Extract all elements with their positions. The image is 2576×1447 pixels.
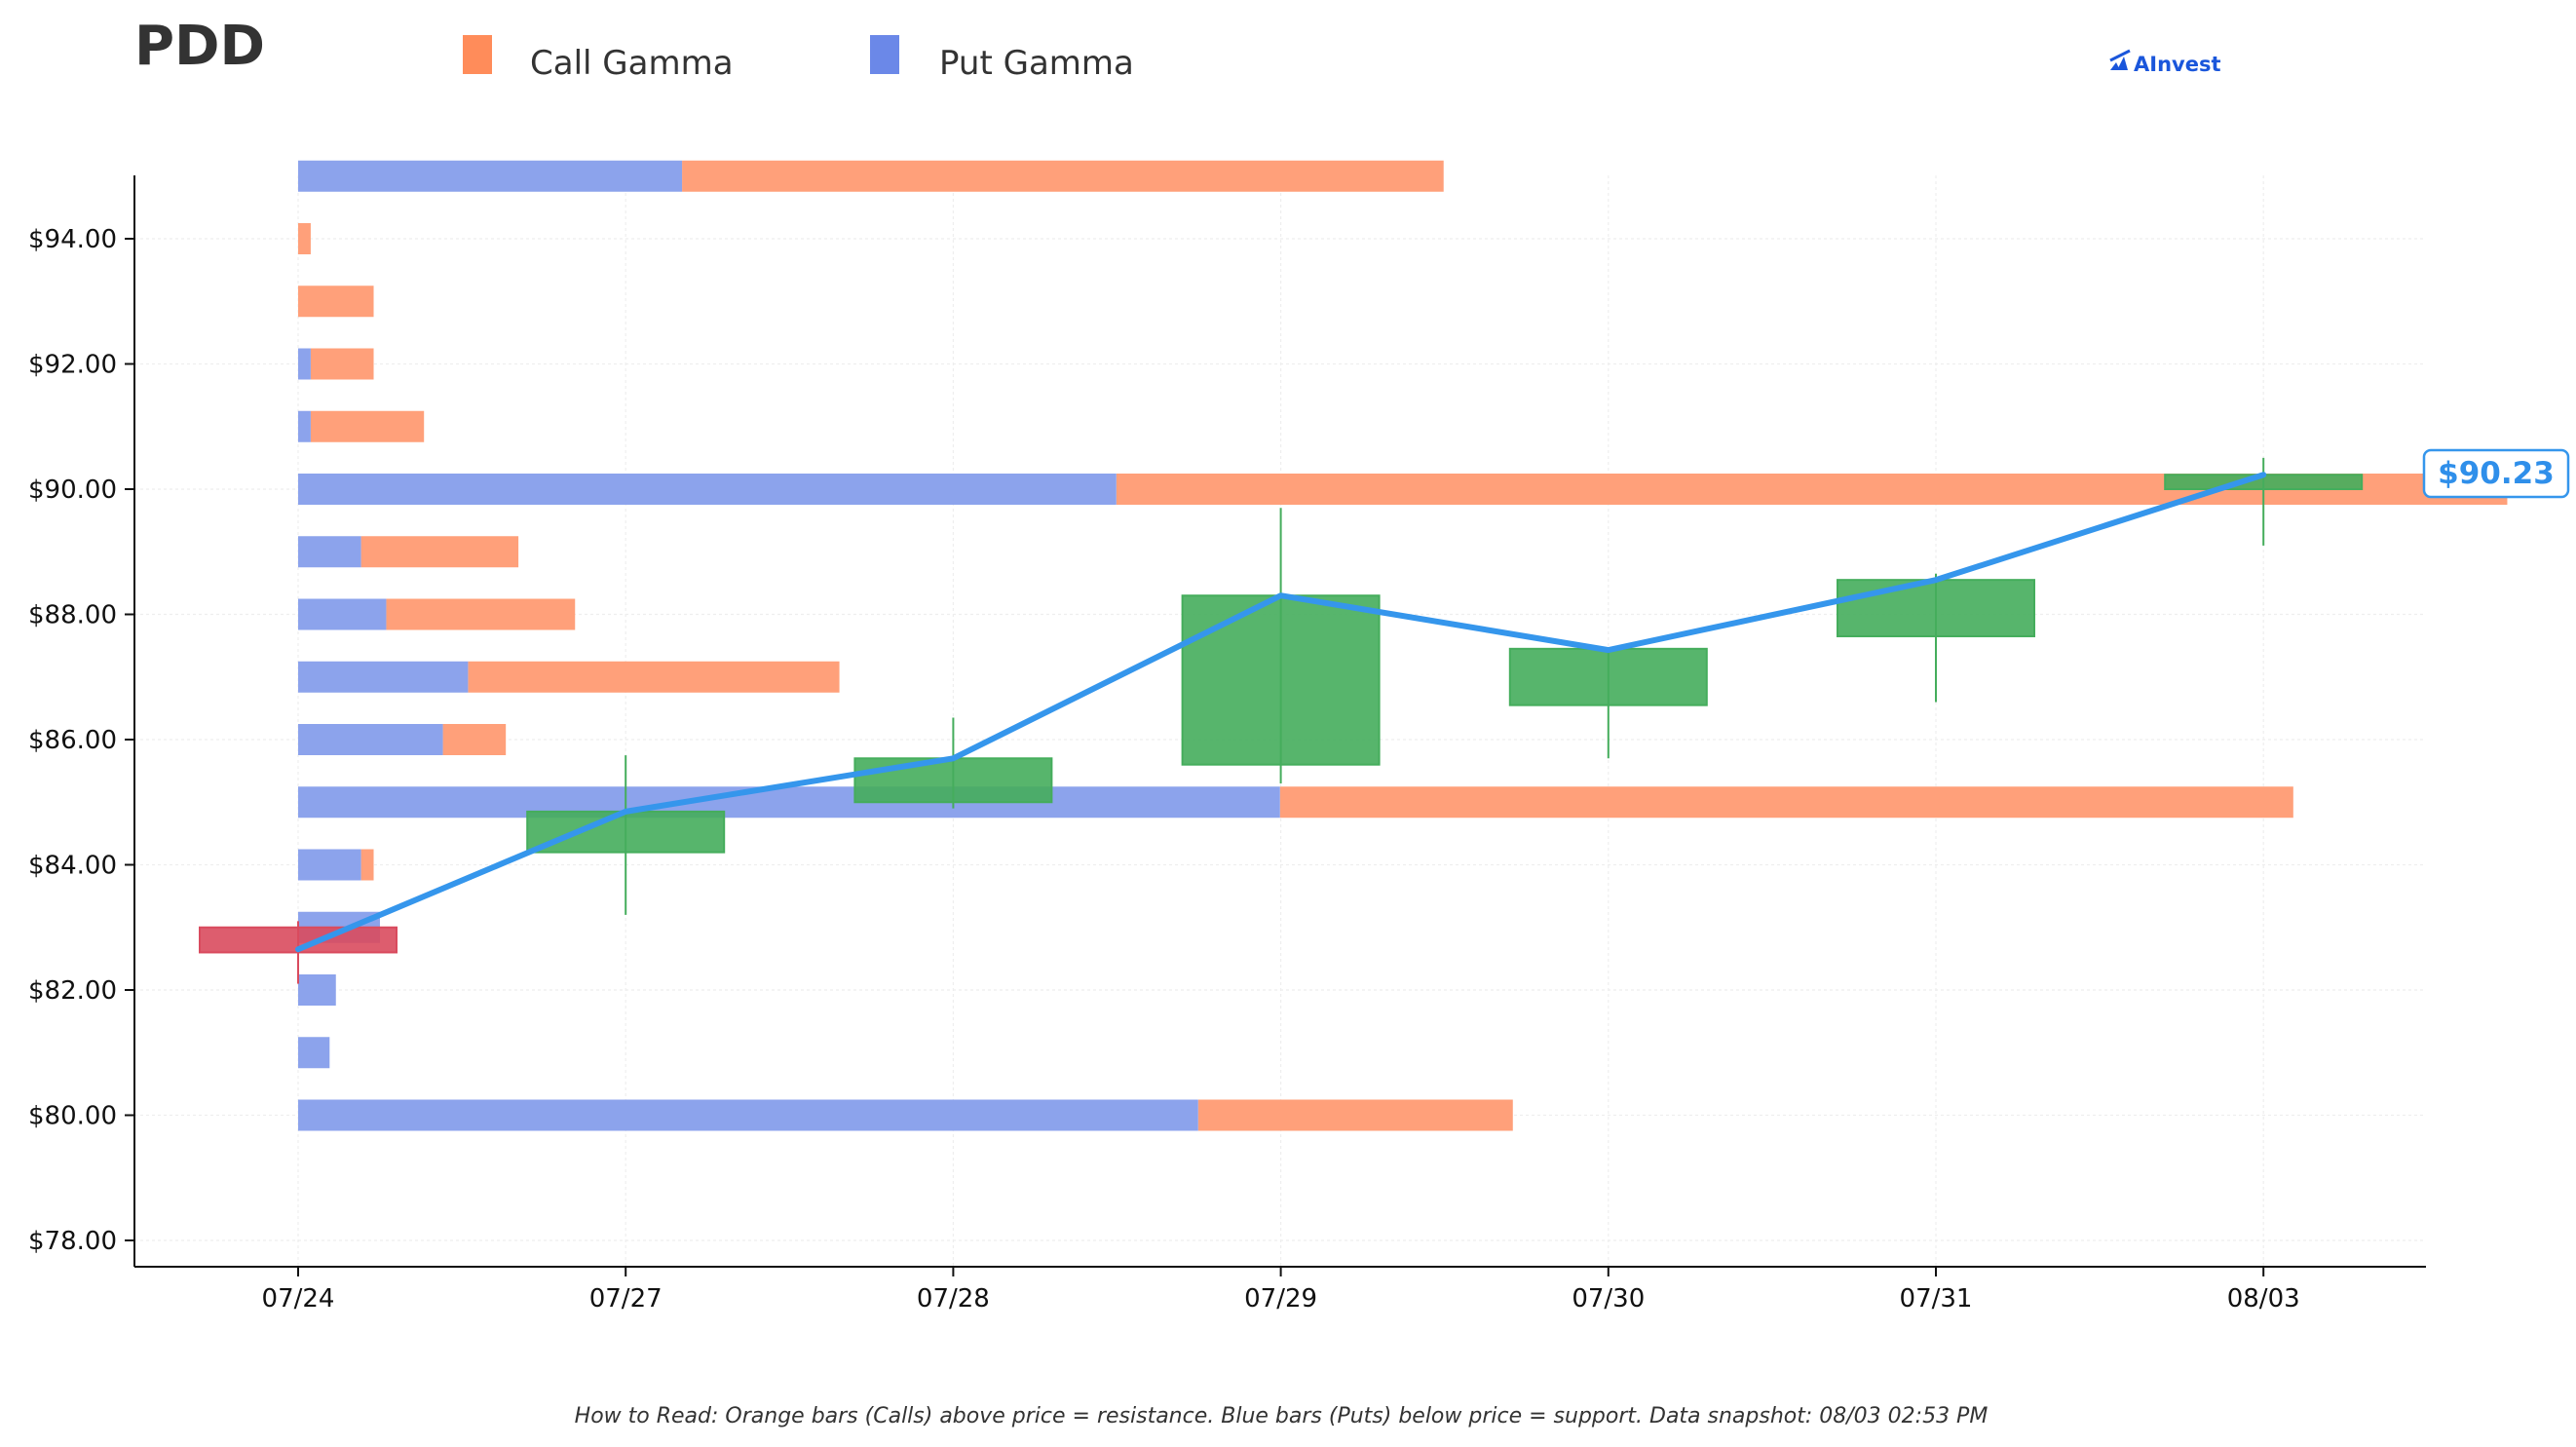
candle-body-2 bbox=[853, 757, 1053, 804]
put-gamma-bar-84 bbox=[298, 849, 361, 881]
y-tick-label-7: $92.00 bbox=[28, 351, 117, 380]
legend-put-label: Put Gamma bbox=[939, 44, 1134, 83]
put-gamma-bar-92 bbox=[298, 348, 311, 380]
put-gamma-bar-87 bbox=[298, 661, 469, 693]
y-tick-label-3: $84.00 bbox=[28, 852, 117, 881]
put-gamma-bar-91 bbox=[298, 410, 311, 442]
x-tick-label-1: 07/27 bbox=[589, 1284, 663, 1314]
put-gamma-bar-81 bbox=[298, 1037, 330, 1069]
gamma-bars bbox=[298, 160, 2508, 1131]
legend-call-swatch bbox=[463, 35, 492, 74]
call-gamma-bar-91 bbox=[310, 410, 425, 442]
call-gamma-bar-92 bbox=[310, 348, 374, 380]
call-gamma-bar-80 bbox=[1197, 1099, 1513, 1131]
put-gamma-bar-80 bbox=[298, 1099, 1198, 1131]
axes: $78.00 $80.00 $82.00 $84.00 $86.00 $88.00 $90.… bbox=[28, 175, 2426, 1314]
price-line bbox=[295, 472, 2267, 953]
current-price-label: $90.23 bbox=[2438, 456, 2555, 491]
y-tick-label-5: $88.00 bbox=[28, 601, 117, 630]
footer-note: How to Read: Orange bars (Calls) above p… bbox=[575, 1404, 1989, 1428]
call-gamma-bar-87 bbox=[468, 661, 840, 693]
x-tick-label-6: 08/03 bbox=[2227, 1284, 2300, 1314]
call-gamma-bar-94 bbox=[298, 223, 311, 254]
call-gamma-bar-84 bbox=[360, 849, 374, 881]
call-gamma-bar-93 bbox=[298, 286, 374, 318]
call-gamma-bar-95 bbox=[682, 160, 1444, 192]
candle-body-5 bbox=[1837, 579, 2035, 637]
legend-put-swatch bbox=[870, 35, 899, 74]
candle-body-4 bbox=[1508, 647, 1708, 706]
brand-name: AInvest bbox=[2134, 53, 2221, 76]
current-price-box bbox=[2422, 448, 2570, 499]
put-gamma-bar-82 bbox=[298, 974, 336, 1006]
put-gamma-bar-85 bbox=[298, 786, 1280, 819]
ainvest-logo-icon bbox=[2109, 49, 2131, 70]
put-gamma-bar-90 bbox=[298, 474, 1117, 505]
call-gamma-bar-88 bbox=[386, 598, 576, 630]
legend-call-label: Call Gamma bbox=[530, 44, 734, 83]
x-tick-label-2: 07/28 bbox=[917, 1284, 990, 1314]
brand-logo: AInvest bbox=[2109, 49, 2221, 76]
current-price-tag: $90.23 bbox=[2422, 448, 2570, 499]
call-gamma-bar-89 bbox=[360, 536, 519, 568]
chart-title: PDD bbox=[134, 15, 265, 78]
y-tick-label-4: $86.00 bbox=[28, 726, 117, 755]
y-tick-label-0: $78.00 bbox=[28, 1227, 117, 1256]
legend: Call Gamma Put Gamma bbox=[463, 35, 1134, 83]
put-gamma-bar-88 bbox=[298, 598, 387, 630]
x-tick-label-4: 07/30 bbox=[1572, 1284, 1645, 1314]
y-tick-label-1: $80.00 bbox=[28, 1102, 117, 1131]
candle-body-1 bbox=[526, 810, 726, 854]
x-tick-label-0: 07/24 bbox=[262, 1284, 335, 1314]
y-tick-label-8: $94.00 bbox=[28, 225, 117, 254]
call-gamma-bar-85 bbox=[1279, 786, 2293, 819]
y-tick-label-2: $82.00 bbox=[28, 976, 117, 1006]
call-gamma-bar-86 bbox=[442, 724, 507, 755]
put-gamma-bar-95 bbox=[298, 160, 683, 192]
x-tick-label-5: 07/31 bbox=[1900, 1284, 1973, 1314]
put-gamma-bar-86 bbox=[298, 724, 443, 755]
candlesticks bbox=[199, 457, 2364, 984]
y-tick-label-6: $90.00 bbox=[28, 476, 117, 505]
price-line-layer bbox=[295, 472, 2267, 953]
x-tick-label-3: 07/29 bbox=[1244, 1284, 1317, 1314]
put-gamma-bar-89 bbox=[298, 536, 361, 568]
candle-body-3 bbox=[1181, 594, 1381, 766]
